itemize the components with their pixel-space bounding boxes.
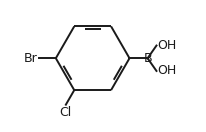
Text: OH: OH bbox=[158, 64, 177, 77]
Text: OH: OH bbox=[158, 39, 177, 52]
Text: Cl: Cl bbox=[60, 106, 72, 119]
Text: Br: Br bbox=[24, 52, 38, 65]
Text: B: B bbox=[143, 52, 152, 65]
